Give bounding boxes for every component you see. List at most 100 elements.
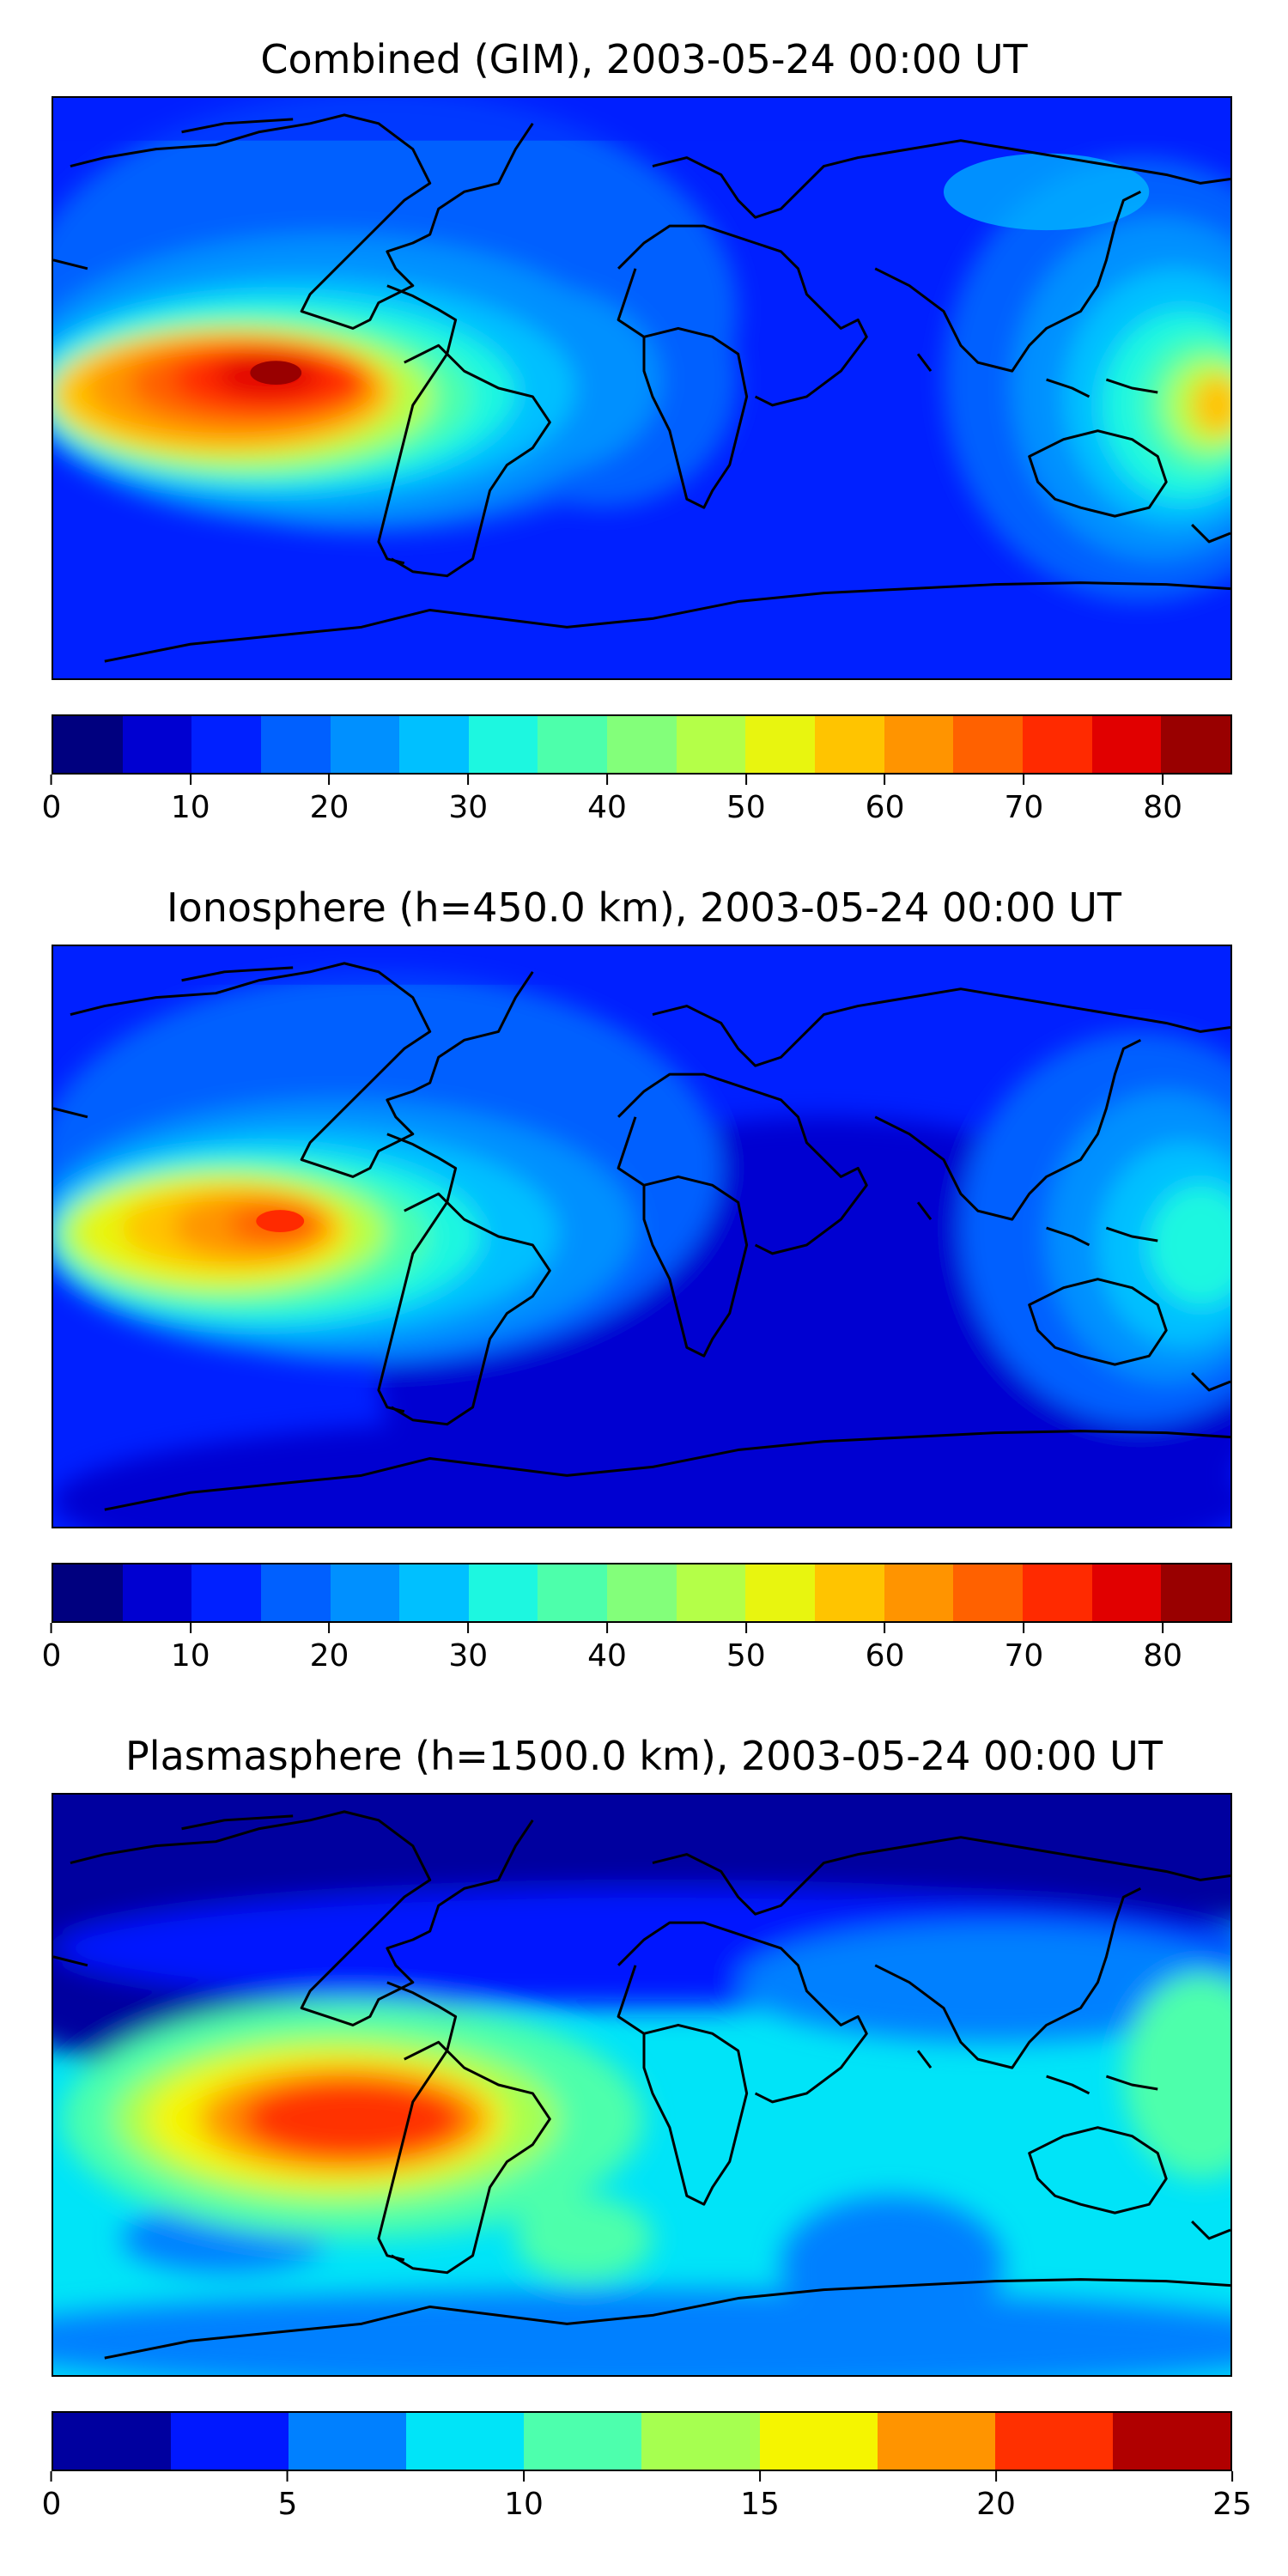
tick-mark <box>744 775 747 785</box>
tick-mark <box>884 775 886 785</box>
colorbar-segment <box>745 716 816 773</box>
tick-mark <box>189 775 191 785</box>
tick-mark <box>51 2471 52 2482</box>
colorbar-segment <box>53 716 123 773</box>
colorbar-tick: 30 <box>448 1623 488 1674</box>
colorbar-tick: 70 <box>1004 775 1043 825</box>
colorbar-segment <box>676 1564 746 1621</box>
colorbar-segment <box>191 1564 261 1621</box>
colorbar-segment <box>607 716 677 773</box>
colorbar-segment <box>468 1564 538 1621</box>
colorbar-segment <box>884 716 954 773</box>
colorbar-tick: 80 <box>1143 775 1182 825</box>
colorbar-tick: 50 <box>726 775 766 825</box>
tick-label: 0 <box>41 2487 62 2522</box>
tick-mark <box>1023 775 1025 785</box>
colorbar-tick: 0 <box>41 2471 62 2522</box>
colorbar-segment <box>399 716 469 773</box>
ionosphere-tec-map <box>52 945 1232 1528</box>
colorbar-segment <box>1022 1564 1092 1621</box>
panel-title: Ionosphere (h=450.0 km), 2003-05-24 00:0… <box>167 884 1121 931</box>
tick-label: 25 <box>1212 2487 1252 2522</box>
tick-label: 5 <box>277 2487 298 2522</box>
tick-mark <box>606 1623 609 1633</box>
combined-tec-contours <box>53 98 1230 678</box>
colorbar-segment <box>953 716 1023 773</box>
colorbar-tick: 10 <box>171 1623 210 1674</box>
colorbar-segment <box>759 2413 878 2470</box>
tick-mark <box>287 2471 289 2482</box>
plasmasphere-colorbar <box>52 2411 1232 2471</box>
panel-title: Plasmasphere (h=1500.0 km), 2003-05-24 0… <box>125 1733 1163 1779</box>
plasmasphere-tec-contours <box>53 1795 1230 2375</box>
colorbar-tick: 50 <box>726 1623 766 1674</box>
colorbar-segment <box>676 716 746 773</box>
colorbar-tick: 20 <box>976 2471 1016 2522</box>
colorbar-tick: 5 <box>277 2471 298 2522</box>
colorbar-segment <box>1161 1564 1230 1621</box>
colorbar-segment <box>191 716 261 773</box>
colorbar-tick: 0 <box>41 1623 62 1674</box>
ionosphere-colorbar-ticks: 0 10 20 30 40 50 60 70 80 <box>42 1623 1232 1674</box>
colorbar-segment <box>815 1564 884 1621</box>
tick-mark <box>467 1623 470 1633</box>
colorbar-segment <box>260 1564 331 1621</box>
colorbar-segment <box>330 716 400 773</box>
colorbar-segment <box>524 2413 642 2470</box>
colorbar-tick: 25 <box>1212 2471 1252 2522</box>
colorbar-segment <box>1161 716 1230 773</box>
tick-label: 10 <box>504 2487 544 2522</box>
colorbar-tick: 10 <box>171 775 210 825</box>
colorbar-segment <box>53 1564 123 1621</box>
colorbar-segment <box>1091 716 1162 773</box>
colorbar-tick: 60 <box>866 775 904 825</box>
colorbar-segment <box>607 1564 677 1621</box>
tick-mark <box>606 775 609 785</box>
ionosphere-colorbar <box>52 1563 1232 1623</box>
plasmasphere-tec-map <box>52 1793 1232 2377</box>
tick-label: 70 <box>1004 1638 1044 1674</box>
tick-mark <box>1231 2471 1233 2482</box>
tick-mark <box>328 1623 331 1633</box>
tick-label: 0 <box>41 1638 62 1674</box>
colorbar-segment <box>877 2413 995 2470</box>
tick-label: 80 <box>1143 790 1183 825</box>
coastlines <box>53 1810 1230 2360</box>
colorbar-segment <box>745 1564 816 1621</box>
tick-label: 30 <box>448 1638 489 1674</box>
tick-mark <box>51 1623 52 1633</box>
colorbar-segment <box>330 1564 400 1621</box>
tick-label: 0 <box>41 790 62 825</box>
colorbar-tick: 60 <box>865 1623 905 1674</box>
colorbar-segment <box>641 2413 760 2470</box>
tick-label: 20 <box>309 1638 349 1674</box>
colorbar-tick: 20 <box>310 775 349 825</box>
colorbar-segment <box>171 2413 289 2470</box>
colorbar-segment <box>406 2413 525 2470</box>
tick-mark <box>995 2471 997 2482</box>
tick-label: 10 <box>170 790 210 825</box>
tick-mark <box>759 2471 761 2482</box>
combined-colorbar-ticks: 0 10 20 30 40 50 60 70 80 <box>42 775 1232 826</box>
colorbar-tick: 10 <box>504 2471 544 2522</box>
colorbar-tick: 30 <box>448 775 488 825</box>
colorbar-tick: 20 <box>310 1623 349 1674</box>
colorbar-segment <box>1112 2413 1230 2470</box>
tick-mark <box>467 775 470 785</box>
tick-mark <box>1023 1623 1025 1633</box>
colorbar-segment <box>260 716 331 773</box>
colorbar-segment <box>538 716 608 773</box>
colorbar-segment <box>122 1564 192 1621</box>
tick-label: 60 <box>865 1638 905 1674</box>
tick-mark <box>328 775 331 785</box>
tick-mark <box>884 1623 886 1633</box>
panel-title: Combined (GIM), 2003-05-24 00:00 UT <box>260 36 1028 82</box>
colorbar-tick: 15 <box>740 2471 780 2522</box>
tick-label: 15 <box>740 2487 780 2522</box>
tick-label: 30 <box>448 790 489 825</box>
colorbar-tick: 80 <box>1143 1623 1182 1674</box>
tick-mark <box>51 775 52 785</box>
tick-label: 40 <box>587 1638 627 1674</box>
coastlines <box>53 113 1230 663</box>
colorbar-tick: 0 <box>41 775 62 825</box>
